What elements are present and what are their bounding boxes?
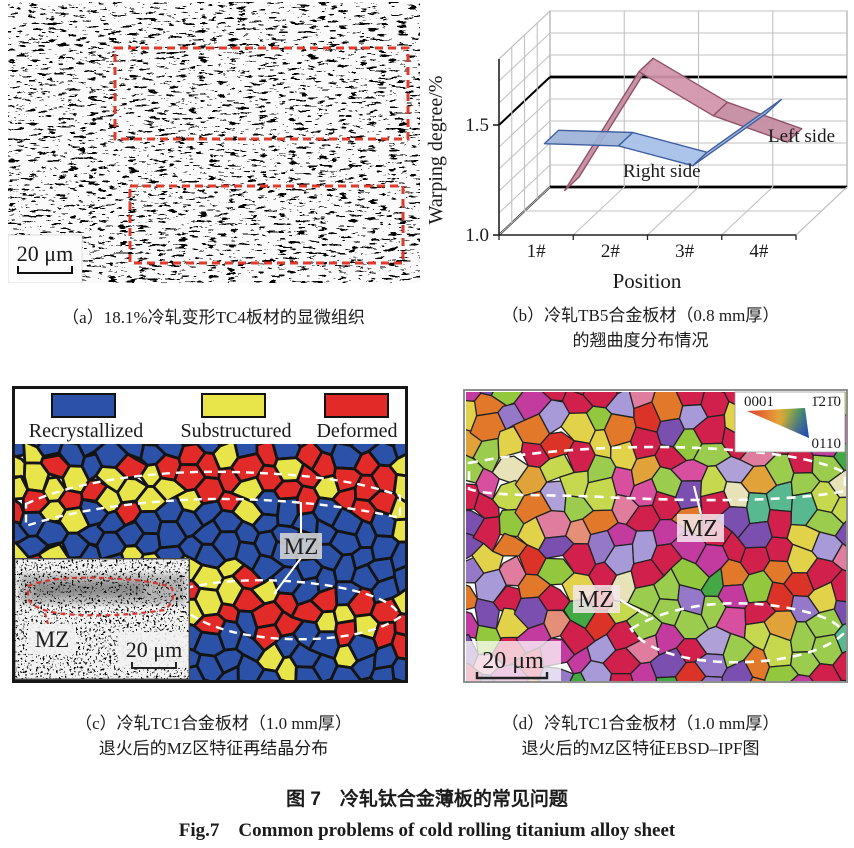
legend-swatch-substructured — [201, 393, 266, 418]
mz-outline-upper-c — [24, 470, 402, 528]
panel-a-micrograph: 20 μm — [8, 2, 420, 283]
grain-cell — [834, 622, 848, 654]
scale-box-inset — [118, 632, 190, 668]
panel-d-border — [463, 389, 848, 683]
mz-connector-inset — [42, 609, 50, 625]
mz1-connector-d — [692, 485, 703, 515]
grain-cell — [830, 568, 848, 603]
caption-d-line1: （d）冷轧TC1合金板材（1.0 mm厚） — [501, 714, 780, 733]
caption-d-line2: 退火后的MZ区特征EBSD–IPF图 — [521, 739, 760, 758]
legend-label-substructured: Substructured — [180, 420, 291, 442]
ipf-label-0001: 0001 — [744, 394, 774, 410]
mz2-label-box-d — [573, 585, 620, 613]
legend-swatch-deformed — [324, 393, 389, 418]
mz-label-inset: MZ — [35, 627, 70, 652]
panel-d-ipf-map: MZ MZ 0001 1̄21̄0 0110 20 μm — [463, 389, 848, 683]
mz-label-box-c — [280, 533, 322, 559]
grain-cell — [390, 631, 408, 661]
grain-cell — [831, 542, 848, 573]
scale-bar-d: 20 μm — [465, 641, 561, 681]
ipf-label-1210: 1̄21̄0 — [811, 394, 841, 410]
chart-3d: 1.0 1.5 1# 2# 3# 4# Position Warping degree/% Le… — [427, 9, 849, 293]
caption-c-line2: 退火后的MZ区特征再结晶分布 — [98, 739, 329, 758]
panel-c-recrystallization-map: Recrystallized Substructured Deformed MZ… — [12, 386, 408, 683]
ipf-label-0110: 0110 — [812, 436, 841, 452]
scale-bar-a: 20 μm — [8, 234, 83, 283]
grain-cell — [746, 492, 771, 525]
caption-b-line2: 的翘曲度分布情况 — [572, 331, 709, 350]
grain-cell — [833, 599, 848, 626]
x-tick-label: 4# — [749, 241, 769, 262]
x-tick-label: 1# — [527, 241, 547, 262]
scale-bar-inset-label: 20 μm — [126, 637, 182, 662]
grain-cell — [389, 540, 408, 573]
grain-cell — [834, 518, 848, 549]
grain-cell — [391, 517, 408, 544]
caption-a-text: （a）18.1%冷轧变形TC4板材的显微组织 — [62, 308, 365, 327]
mz-outline-lower-c — [170, 579, 402, 641]
legend-c: Recrystallized Substructured Deformed — [14, 388, 406, 444]
scale-bar-d-line — [475, 672, 549, 680]
scale-bar-a-line — [17, 266, 73, 274]
grain-map-d — [466, 392, 848, 683]
caption-c-line1: （c）冷轧TC1合金板材（1.0 mm厚） — [75, 714, 352, 733]
highlight-box-lower — [128, 184, 405, 265]
series-label-right: Right side — [623, 161, 701, 182]
legend-swatch-recrystallized — [51, 393, 116, 418]
grain-cell — [391, 656, 408, 683]
x-tick-label: 3# — [675, 241, 695, 262]
mz1-label-d: MZ — [682, 516, 718, 542]
mz-outline-lower-d — [629, 602, 845, 664]
figure-caption-zh: 图 7 冷轧钛合金薄板的常见问题 — [286, 789, 568, 810]
scale-bar-d-label: 20 μm — [482, 648, 544, 674]
y-tick-label: 1.0 — [465, 225, 489, 246]
grain-cell — [388, 451, 408, 478]
legend-label-recrystallized: Recrystallized — [29, 420, 143, 442]
caption-a: （a）18.1%冷轧变形TC4板材的显微组织 — [0, 305, 427, 330]
scale-bar-a-label: 20 μm — [17, 241, 73, 266]
figure-caption-en: Fig.7 Common problems of cold rolling ti… — [178, 820, 676, 841]
caption-c: （c）冷轧TC1合金板材（1.0 mm厚） 退火后的MZ区特征再结晶分布 — [0, 711, 427, 761]
grain-cell — [831, 496, 848, 525]
ribbon-right-side — [692, 98, 782, 167]
mz2-connector-d — [619, 599, 649, 617]
ribbon-left-side — [712, 101, 803, 143]
grain-cell — [827, 468, 848, 499]
ipf-color-key: 0001 1̄21̄0 0110 — [734, 391, 846, 453]
y-axis-label: Warping degree/% — [427, 76, 447, 225]
mz1-label-box-d — [677, 514, 724, 542]
series-label-left: Left side — [768, 126, 835, 147]
y-tick-label: 1.5 — [465, 115, 489, 136]
mz-connector-down-c — [273, 557, 302, 595]
grain-cell — [392, 563, 408, 596]
mz-outline-upper-d — [467, 445, 847, 502]
mz-label-c: MZ — [284, 534, 319, 559]
highlight-box-upper — [113, 46, 410, 141]
grain-cell — [832, 649, 848, 682]
mz2-label-d: MZ — [578, 587, 614, 613]
caption-b: （b）冷轧TB5合金板材（0.8 mm厚） 的翘曲度分布情况 — [427, 303, 854, 353]
caption-b-line1: （b）冷轧TB5合金板材（0.8 mm厚） — [501, 306, 780, 325]
caption-d: （d）冷轧TC1合金板材（1.0 mm厚） 退火后的MZ区特征EBSD–IPF图 — [427, 711, 854, 761]
panel-b-chart: 1.0 1.5 1# 2# 3# 4# Position Warping degree/% Le… — [427, 9, 849, 293]
inset-micrograph-c: MZ 20 μm — [14, 558, 190, 680]
legend-label-deformed: Deformed — [316, 420, 397, 442]
ribbon-right-side — [543, 129, 634, 147]
panel-c-border — [12, 386, 408, 683]
x-axis-label: Position — [613, 269, 682, 293]
scale-bar-inset-line — [131, 662, 177, 669]
mz-label-box-inset — [28, 624, 76, 654]
x-tick-label: 2# — [601, 241, 621, 262]
